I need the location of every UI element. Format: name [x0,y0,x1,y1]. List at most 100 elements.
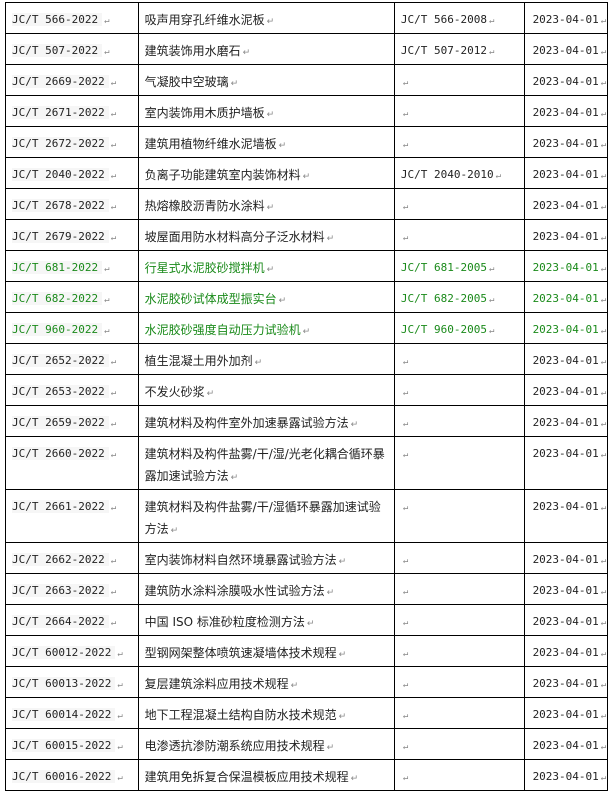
replaced-standard-cell[interactable]: ↵ [393,188,525,220]
replaced-standard-cell[interactable]: ↵ [393,374,525,406]
standard-code-cell[interactable]: JC/T 2660-2022 ↵ [5,436,139,490]
effective-date-cell[interactable]: 2023-04-01 ↵ [523,281,609,313]
replaced-standard-cell[interactable]: ↵ [393,343,525,375]
replaced-standard-cell[interactable]: ↵ [393,759,525,791]
effective-date-cell[interactable]: 2023-04-01 ↵ [523,374,609,406]
standard-code-cell[interactable]: JC/T 2671-2022 ↵ [5,95,139,127]
standard-name-cell[interactable]: 行星式水泥胶砂搅拌机 ↵ [137,250,395,282]
standard-name-cell[interactable]: 地下工程混凝土结构自防水技术规范 ↵ [137,697,395,729]
standard-code-cell[interactable]: JC/T 60013-2022 ↵ [5,666,139,698]
replaced-standard-cell[interactable]: ↵ [393,666,525,698]
effective-date-cell[interactable]: 2023-04-01 ↵ [523,666,609,698]
standard-name-cell[interactable]: 建筑用免拆复合保温模板应用技术规程 ↵ [137,759,395,791]
replaced-standard-cell[interactable]: ↵ [393,635,525,667]
replaced-standard-cell[interactable]: JC/T 681-2005 ↵ [393,250,525,282]
replaced-standard-cell[interactable]: JC/T 2040-2010 ↵ [393,157,525,189]
standard-code-cell[interactable]: JC/T 2659-2022 ↵ [5,405,139,437]
standard-name-cell[interactable]: 建筑装饰用水磨石 ↵ [137,33,395,65]
replaced-standard-cell[interactable]: JC/T 507-2012 ↵ [393,33,525,65]
standard-code-cell[interactable]: JC/T 2678-2022 ↵ [5,188,139,220]
standard-name-cell[interactable]: 室内装饰用木质护墙板 ↵ [137,95,395,127]
effective-date-cell[interactable]: 2023-04-01 ↵ [523,573,609,605]
standard-code-cell[interactable]: JC/T 60012-2022 ↵ [5,635,139,667]
effective-date-cell[interactable]: 2023-04-01 ↵ [523,312,609,344]
standard-name: 室内装饰材料自然环境暴露试验方法 [144,553,337,567]
replaced-standard-cell[interactable]: ↵ [393,728,525,760]
standard-name-cell[interactable]: 不发火砂浆 ↵ [137,374,395,406]
standard-code-cell[interactable]: JC/T 2664-2022 ↵ [5,604,139,636]
standard-code-cell[interactable]: JC/T 2040-2022 ↵ [5,157,139,189]
effective-date-cell[interactable]: 2023-04-01 ↵ [523,126,609,158]
effective-date-cell[interactable]: 2023-04-01 ↵ [523,33,609,65]
standard-name-cell[interactable]: 水泥胶砂试体成型振实台 ↵ [137,281,395,313]
effective-date-cell[interactable]: 2023-04-01 ↵ [523,489,609,543]
paragraph-mark-icon: ↵ [117,773,123,783]
standard-name-cell[interactable]: 室内装饰材料自然环境暴露试验方法 ↵ [137,542,395,574]
effective-date-cell[interactable]: 2023-04-01 ↵ [523,64,609,96]
replaced-standard-cell[interactable]: ↵ [393,604,525,636]
replaced-standard-cell[interactable]: JC/T 682-2005 ↵ [393,281,525,313]
replaced-standard-cell[interactable]: ↵ [393,405,525,437]
table-row: JC/T 2663-2022 ↵ 建筑防水涂料涂膜吸水性试验方法 ↵ ↵ 2023-04-… [5,573,609,605]
standard-code-cell[interactable]: JC/T 681-2022 ↵ [5,250,139,282]
standard-code-cell[interactable]: JC/T 2661-2022 ↵ [5,489,139,543]
standard-code-cell[interactable]: JC/T 2652-2022 ↵ [5,343,139,375]
effective-date-cell[interactable]: 2023-04-01 ↵ [523,542,609,574]
replaced-standard-cell[interactable]: ↵ [393,95,525,127]
effective-date-cell[interactable]: 2023-04-01 ↵ [523,95,609,127]
standard-code-cell[interactable]: JC/T 960-2022 ↵ [5,312,139,344]
standard-code-cell[interactable]: JC/T 2679-2022 ↵ [5,219,139,251]
standard-name-cell[interactable]: 建筑用植物纤维水泥墙板 ↵ [137,126,395,158]
standard-name-cell[interactable]: 水泥胶砂强度自动压力试验机 ↵ [137,312,395,344]
effective-date-cell[interactable]: 2023-04-01 ↵ [523,436,609,490]
replaced-standard-cell[interactable]: ↵ [393,126,525,158]
standard-name-cell[interactable]: 负离子功能建筑室内装饰材料 ↵ [137,157,395,189]
standard-name-cell[interactable]: 型钢网架整体喷筑速凝墙体技术规程 ↵ [137,635,395,667]
standard-code-cell[interactable]: JC/T 682-2022 ↵ [5,281,139,313]
standard-name-cell[interactable]: 植生混凝土用外加剂 ↵ [137,343,395,375]
replaced-standard-cell[interactable]: ↵ [393,436,525,490]
standard-code-cell[interactable]: JC/T 507-2022 ↵ [5,33,139,65]
replaced-standard-cell[interactable]: ↵ [393,219,525,251]
effective-date-cell[interactable]: 2023-04-01 ↵ [523,219,609,251]
standard-code-cell[interactable]: JC/T 2653-2022 ↵ [5,374,139,406]
effective-date-cell[interactable]: 2023-04-01 ↵ [523,188,609,220]
effective-date-cell[interactable]: 2023-04-01 ↵ [523,635,609,667]
replaced-standard-cell[interactable]: ↵ [393,573,525,605]
standard-code-cell[interactable]: JC/T 60014-2022 ↵ [5,697,139,729]
replaced-standard-cell[interactable]: ↵ [393,697,525,729]
standard-name-cell[interactable]: 复层建筑涂料应用技术规程 ↵ [137,666,395,698]
standard-code-cell[interactable]: JC/T 60016-2022 ↵ [5,759,139,791]
standard-code-cell[interactable]: JC/T 2662-2022 ↵ [5,542,139,574]
standard-name-cell[interactable]: 建筑材料及构件盐雾/干/湿循环暴露加速试验方法 ↵ [137,489,395,543]
standard-code-cell[interactable]: JC/T 2663-2022 ↵ [5,573,139,605]
standard-code-cell[interactable]: JC/T 60015-2022 ↵ [5,728,139,760]
standard-name-cell[interactable]: 建筑防水涂料涂膜吸水性试验方法 ↵ [137,573,395,605]
effective-date-cell[interactable]: 2023-04-01 ↵ [523,697,609,729]
effective-date-cell[interactable]: 2023-04-01 ↵ [523,343,609,375]
effective-date-cell[interactable]: 2023-04-01 ↵ [523,405,609,437]
standard-code-cell[interactable]: JC/T 2672-2022 ↵ [5,126,139,158]
replaced-standard-cell[interactable]: ↵ [393,64,525,96]
standard-name-cell[interactable]: 吸声用穿孔纤维水泥板 ↵ [137,2,395,34]
standard-name-cell[interactable]: 气凝胶中空玻璃 ↵ [137,64,395,96]
replaced-standard-cell[interactable]: JC/T 960-2005 ↵ [393,312,525,344]
replaced-standard-cell[interactable]: ↵ [393,542,525,574]
standard-name-cell[interactable]: 热熔橡胶沥青防水涂料 ↵ [137,188,395,220]
effective-date-cell[interactable]: 2023-04-01 ↵ [523,157,609,189]
standard-name-cell[interactable]: 电渗透抗渗防潮系统应用技术规程 ↵ [137,728,395,760]
standard-name-cell[interactable]: 坡屋面用防水材料高分子泛水材料 ↵ [137,219,395,251]
standard-name-cell[interactable]: 建筑材料及构件室外加速暴露试验方法 ↵ [137,405,395,437]
standard-name-cell[interactable]: 建筑材料及构件盐雾/干/湿/光老化耦合循环暴露加速试验方法 ↵ [137,436,395,490]
replaced-standard-cell[interactable]: ↵ [393,489,525,543]
effective-date-cell[interactable]: 2023-04-01 ↵ [523,250,609,282]
replaced-standard-cell[interactable]: JC/T 566-2008 ↵ [393,2,525,34]
standard-code-cell[interactable]: JC/T 2669-2022 ↵ [5,64,139,96]
standard-name-cell[interactable]: 中国 ISO 标准砂粒度检测方法 ↵ [137,604,395,636]
effective-date-cell[interactable]: 2023-04-01 ↵ [523,604,609,636]
effective-date-cell[interactable]: 2023-04-01 ↵ [523,759,609,791]
effective-date-cell[interactable]: 2023-04-01 ↵ [523,2,609,34]
effective-date-cell[interactable]: 2023-04-01 ↵ [523,728,609,760]
standard-code-cell[interactable]: JC/T 566-2022 ↵ [5,2,139,34]
effective-date: 2023-04-01 [532,323,599,336]
